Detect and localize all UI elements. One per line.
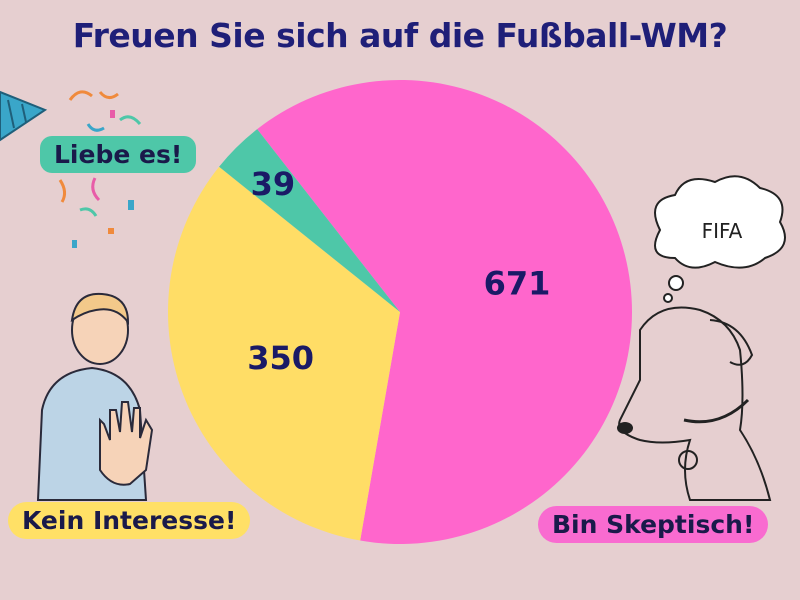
- pie-value-label: 39: [251, 165, 296, 203]
- pie-slice: [219, 129, 400, 312]
- party-hat-illustration: [0, 90, 144, 248]
- dog-illustration: [617, 306, 772, 501]
- chart-title: Freuen Sie sich auf die Fußball-WM?: [72, 16, 728, 55]
- legend-label-skeptic: Bin Skeptisch!: [538, 506, 769, 543]
- thought-bubble: FIFA: [654, 175, 786, 303]
- pie-value-labels: 671 350 39: [247, 165, 550, 377]
- pie-value-label: 671: [484, 265, 551, 303]
- pie-value-label: 350: [247, 339, 314, 377]
- person-illustration: [36, 292, 154, 501]
- thought-bubble-text: FIFA: [702, 219, 743, 243]
- pie-slice: [257, 80, 632, 544]
- pie-slice: [167, 166, 400, 541]
- legend-label-no-interest: Kein Interesse!: [8, 502, 251, 539]
- legend-label-love: Liebe es!: [40, 136, 197, 173]
- pie-slices: [167, 80, 632, 544]
